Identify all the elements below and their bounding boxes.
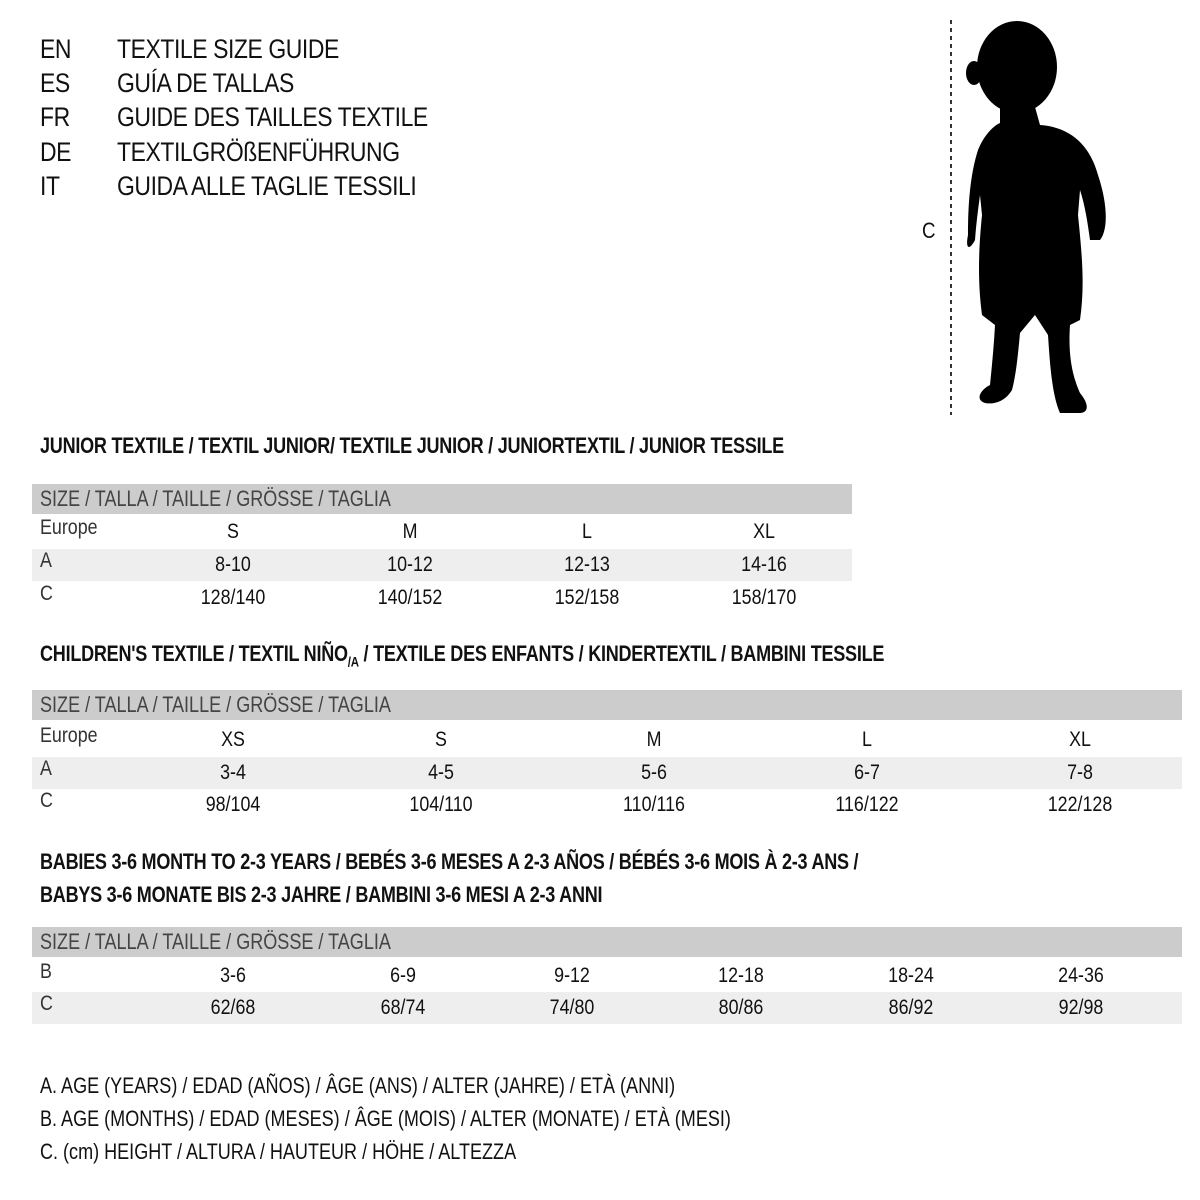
- table-cell: 4-5: [428, 761, 454, 784]
- table-cell: 10-12: [387, 553, 433, 576]
- table-cell: 3-6: [220, 964, 246, 987]
- legend-a: A. AGE (YEARS) / EDAD (AÑOS) / ÂGE (ANS)…: [40, 1073, 676, 1098]
- table-cell: 140/152: [377, 586, 443, 609]
- row-label: B: [40, 960, 52, 983]
- table-cell: 152/158: [554, 586, 620, 609]
- table-cell: 92/98: [1058, 996, 1104, 1019]
- table-header: SIZE / TALLA / TAILLE / GRÖSSE / TAGLIA: [32, 690, 1182, 720]
- children-title-part: CHILDREN'S TEXTILE / TEXTIL NIÑO: [40, 641, 348, 666]
- table-header-label: SIZE / TALLA / TAILLE / GRÖSSE / TAGLIA: [40, 486, 391, 511]
- table-cell: 128/140: [200, 586, 266, 609]
- table-cell: 8-10: [215, 553, 251, 576]
- table-cell: L: [582, 520, 592, 543]
- table-row-c: C 62/68 68/74 74/80 80/86 86/92 92/98: [32, 992, 1182, 1024]
- table-row-c: C 128/140 140/152 152/158 158/170: [32, 582, 852, 614]
- table-cell: S: [435, 728, 447, 751]
- table-cell: 9-12: [554, 964, 590, 987]
- title-de: TEXTILGRÖßENFÜHRUNG: [117, 137, 400, 167]
- title-fr: GUIDE DES TAILLES TEXTILE: [117, 102, 428, 132]
- table-cell: 5-6: [641, 761, 667, 784]
- table-cell: 62/68: [210, 996, 256, 1019]
- lang-code-en: EN: [40, 34, 72, 64]
- children-section-title: CHILDREN'S TEXTILE / TEXTIL NIÑO/A / TEX…: [40, 641, 884, 669]
- table-row-c: C 98/104 104/110 110/116 116/122 122/128: [32, 789, 1182, 821]
- row-label: Europe: [40, 724, 98, 747]
- table-cell: 122/128: [1047, 793, 1113, 816]
- row-label: C: [40, 992, 53, 1015]
- legend-b: B. AGE (MONTHS) / EDAD (MESES) / ÂGE (MO…: [40, 1106, 731, 1131]
- table-header-label: SIZE / TALLA / TAILLE / GRÖSSE / TAGLIA: [40, 692, 391, 717]
- title-it: GUIDA ALLE TAGLIE TESSILI: [117, 171, 417, 201]
- lang-code-it: IT: [40, 171, 60, 201]
- table-header: SIZE / TALLA / TAILLE / GRÖSSE / TAGLIA: [32, 484, 852, 514]
- table-cell: 86/92: [888, 996, 934, 1019]
- table-cell: 98/104: [205, 793, 261, 816]
- table-cell: 12-18: [718, 964, 764, 987]
- lang-code-fr: FR: [40, 102, 70, 132]
- table-cell: XL: [753, 520, 775, 543]
- babies-section-title-line2: BABYS 3-6 MONATE BIS 2-3 JAHRE / BAMBINI…: [40, 882, 603, 907]
- babies-section-title-line1: BABIES 3-6 MONTH TO 2-3 YEARS / BEBÉS 3-…: [40, 849, 859, 874]
- table-cell: 14-16: [741, 553, 787, 576]
- row-label: C: [40, 789, 53, 812]
- table-cell: 74/80: [549, 996, 595, 1019]
- height-label: C: [922, 218, 936, 243]
- table-cell: XL: [1069, 728, 1091, 751]
- table-cell: M: [402, 520, 418, 543]
- table-row-a: A 8-10 10-12 12-13 14-16: [32, 549, 852, 581]
- child-silhouette-icon: [950, 20, 1106, 415]
- row-label: A: [40, 757, 52, 780]
- table-cell: 18-24: [888, 964, 934, 987]
- children-title-part: / TEXTILE DES ENFANTS / KINDERTEXTIL / B…: [358, 641, 885, 666]
- table-cell: 6-9: [390, 964, 416, 987]
- lang-code-es: ES: [40, 68, 70, 98]
- table-cell: 7-8: [1067, 761, 1093, 784]
- table-row-b: B 3-6 6-9 9-12 12-18 18-24 24-36: [32, 960, 1182, 992]
- table-cell: 24-36: [1058, 964, 1104, 987]
- table-cell: 68/74: [380, 996, 426, 1019]
- table-row-europe: Europe S M L XL: [32, 516, 852, 548]
- table-cell: 80/86: [718, 996, 764, 1019]
- legend-c: C. (cm) HEIGHT / ALTURA / HAUTEUR / HÖHE…: [40, 1139, 517, 1164]
- table-cell: 110/116: [623, 793, 685, 816]
- row-label: A: [40, 549, 52, 572]
- row-label: Europe: [40, 516, 98, 539]
- title-es: GUÍA DE TALLAS: [117, 68, 294, 98]
- table-row-europe: Europe XS S M L XL: [32, 724, 1182, 756]
- table-cell: 158/170: [731, 586, 797, 609]
- title-en: TEXTILE SIZE GUIDE: [117, 34, 339, 64]
- children-title-sub: /A: [347, 653, 359, 670]
- lang-code-de: DE: [40, 137, 72, 167]
- table-cell: 6-7: [854, 761, 880, 784]
- table-cell: 104/110: [409, 793, 473, 816]
- table-cell: 116/122: [835, 793, 899, 816]
- table-cell: M: [646, 728, 662, 751]
- table-cell: XS: [221, 728, 245, 751]
- table-cell: S: [227, 520, 239, 543]
- table-row-a: A 3-4 4-5 5-6 6-7 7-8: [32, 757, 1182, 789]
- row-label: C: [40, 582, 53, 605]
- table-cell: L: [862, 728, 872, 751]
- table-cell: 3-4: [220, 761, 246, 784]
- table-header: SIZE / TALLA / TAILLE / GRÖSSE / TAGLIA: [32, 927, 1182, 957]
- table-cell: 12-13: [564, 553, 610, 576]
- junior-section-title: JUNIOR TEXTILE / TEXTIL JUNIOR/ TEXTILE …: [40, 433, 784, 458]
- table-header-label: SIZE / TALLA / TAILLE / GRÖSSE / TAGLIA: [40, 929, 391, 954]
